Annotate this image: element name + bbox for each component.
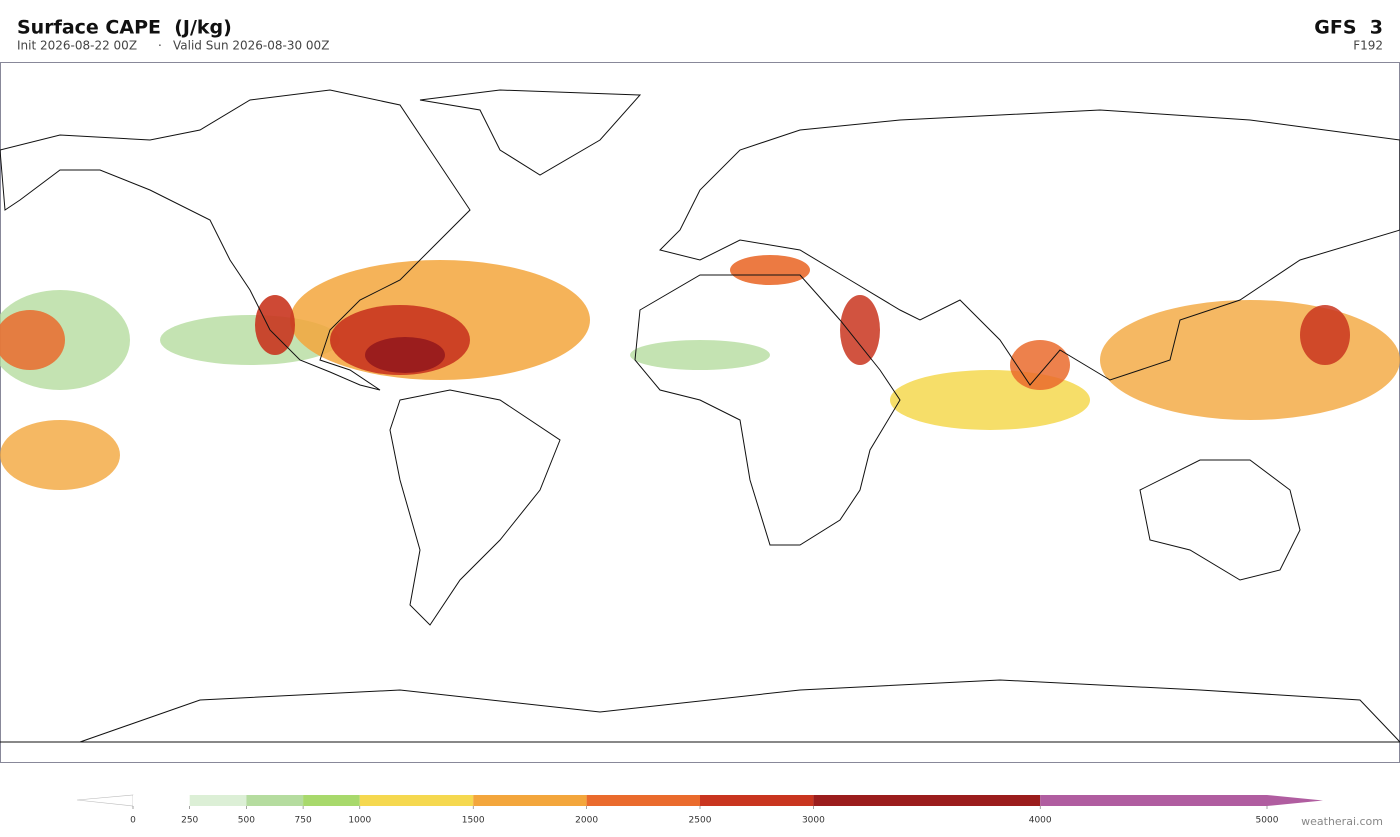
colorbar-tick-label: 0: [130, 816, 136, 826]
watermark: weatherai.com: [1301, 815, 1383, 828]
cape-area: [840, 295, 880, 365]
colorbar-segment: [700, 795, 814, 806]
colorbar-tick-label: 1000: [348, 816, 371, 826]
colorbar-segment: [246, 795, 304, 806]
colorbar-tick-label: 5000: [1256, 816, 1279, 826]
eurasia: [659, 109, 1400, 386]
colorbar-tick-label: 250: [181, 816, 198, 826]
cape-area: [0, 310, 65, 370]
colorbar-tick-label: 4000: [1029, 816, 1052, 826]
cape-field: [0, 255, 1400, 490]
separator: ·: [158, 39, 162, 53]
cape-area: [365, 337, 445, 373]
cape-area: [730, 255, 810, 285]
model-name: GFS 3: [1314, 17, 1383, 39]
map: [0, 62, 1400, 763]
colorbar-tick-label: 3000: [802, 816, 825, 826]
colorbar-segment: [133, 795, 190, 806]
colorbar-over-extension: [1267, 795, 1323, 806]
greenland: [419, 89, 642, 176]
colorbar-segment: [586, 795, 700, 806]
valid-time: Valid Sun 2026-08-30 00Z: [173, 39, 329, 53]
coastlines: [0, 89, 1400, 743]
map-frame: [0, 62, 1400, 763]
colorbar-segment: [1040, 795, 1267, 806]
cape-area: [630, 340, 770, 370]
colorbar-segment: [473, 795, 587, 806]
colorbar-tick-label: 2000: [575, 816, 598, 826]
colorbar-tick-label: 1500: [462, 816, 485, 826]
colorbar-tick-label: 500: [238, 816, 255, 826]
north-america: [0, 89, 471, 391]
init-time: Init 2026-08-22 00Z: [17, 39, 137, 53]
colorbar-tick-label: 2500: [689, 816, 712, 826]
cape-area: [1300, 305, 1350, 365]
australia: [1139, 459, 1301, 581]
cape-area: [255, 295, 295, 355]
colorbar: 0 250 500 750 1000 1500 2000 2500 3000 4000 5000: [76, 794, 1323, 826]
colorbar-segment: [359, 795, 474, 806]
south-america: [389, 389, 561, 626]
cape-area: [0, 420, 120, 490]
forecast-hour: F192: [1353, 39, 1383, 53]
title: Surface CAPE (J/kg): [17, 17, 232, 39]
colorbar-tick-label: 750: [295, 816, 312, 826]
africa: [634, 274, 901, 546]
antarctica: [0, 679, 1400, 743]
colorbar-segment: [189, 795, 247, 806]
colorbar-segment: [303, 795, 360, 806]
colorbar-segment: [813, 795, 1041, 806]
